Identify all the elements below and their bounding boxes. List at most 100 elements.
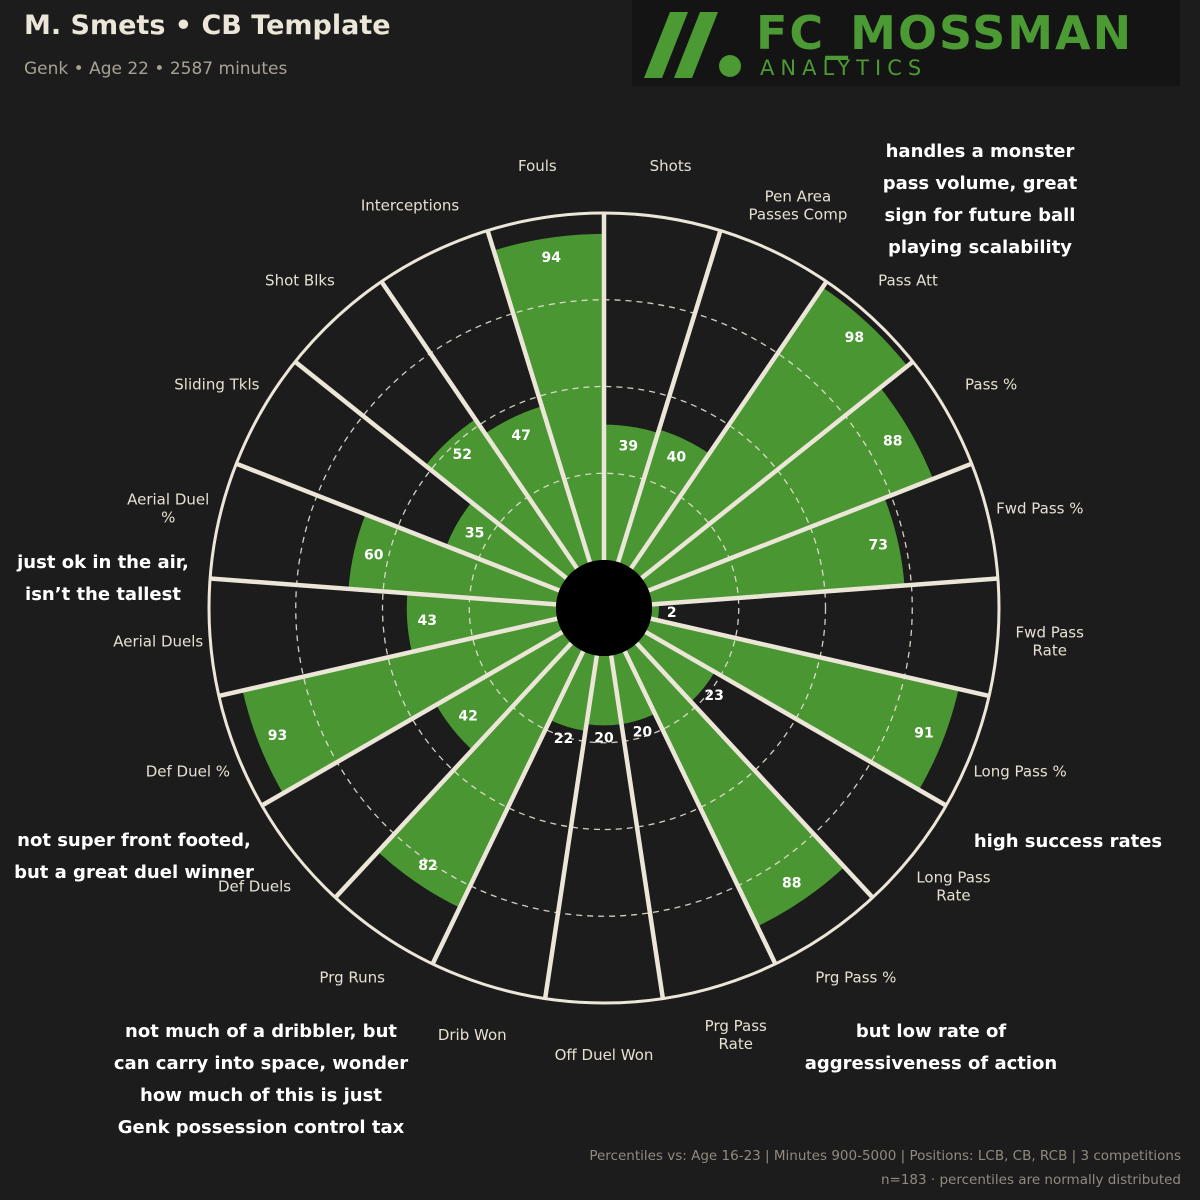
logo-subtitle: ANALYTICS <box>760 56 928 80</box>
bar-fouls <box>493 233 604 563</box>
spoke <box>647 461 973 593</box>
category-label: Fwd Pass Rate <box>1016 623 1085 659</box>
category-label: Aerial Duel% <box>127 491 209 527</box>
annotation-line: sign for future ball <box>884 205 1076 226</box>
category-label-line: Sliding Tkls <box>174 376 259 394</box>
category-label: Def Duels <box>218 878 291 896</box>
category-label-line: Aerial Duels <box>113 632 203 650</box>
annotation-line: not much of a dribbler, but <box>125 1021 397 1042</box>
category-label: Pen Area Passes Comp <box>749 187 848 223</box>
bar-interceptions <box>485 406 590 569</box>
category-label-line: Aerial Duel <box>127 491 209 509</box>
annotation-pass-volume: handles a monster pass volume, great sign … <box>860 136 1100 264</box>
category-label-line: Rate <box>1033 641 1067 659</box>
annotation-success-rates: high success rates <box>958 826 1178 858</box>
annotation-line: pass volume, great <box>882 173 1078 194</box>
value-label: 93 <box>268 728 287 744</box>
category-label: Pass % <box>965 376 1017 394</box>
annotation-aerial: just ok in the air, isn’t the tallest <box>0 547 206 611</box>
bar-drib-won <box>550 651 597 731</box>
category-label: Long Pass Rate <box>916 869 990 905</box>
bar-sliding-tkls <box>446 502 567 591</box>
bar-shot-blks <box>425 419 577 579</box>
value-label: 20 <box>594 730 614 746</box>
value-label: 73 <box>869 537 888 553</box>
spoke <box>218 616 558 699</box>
spoke <box>235 461 561 593</box>
category-label: Shot Blks <box>265 271 335 289</box>
spoke <box>650 616 990 699</box>
spoke <box>260 630 564 808</box>
value-label: 94 <box>541 250 561 266</box>
spoke <box>629 280 829 570</box>
category-label-line: Shots <box>650 157 692 175</box>
grid-ring-25 <box>468 472 740 744</box>
bar-pass- <box>641 387 933 591</box>
category-label-line: Pass % <box>965 376 1017 394</box>
annotation-line: aggressiveness of action <box>804 1053 1058 1074</box>
category-label: Prg Pass Rate <box>705 1017 767 1053</box>
spoke <box>640 359 915 580</box>
value-label: 47 <box>511 428 530 444</box>
category-label-line: Passes Comp <box>749 205 848 223</box>
value-label: 82 <box>418 858 437 874</box>
value-label: 39 <box>619 438 638 454</box>
bar-fwd-pass-rate <box>650 603 659 621</box>
bar-pass-att <box>631 287 908 579</box>
value-label: 2 <box>667 605 677 621</box>
brand-logo: FC_MOSSMAN ANALYTICS <box>632 0 1180 86</box>
value-label: 43 <box>418 613 437 629</box>
spoke <box>608 655 666 999</box>
category-label-line: Rate <box>936 887 970 905</box>
annotation-line: high success rates <box>973 831 1163 852</box>
bar-aerial-duels <box>406 593 558 652</box>
category-label-line: Pen Area <box>765 187 832 205</box>
spoke <box>293 359 568 580</box>
annotation-line: just ok in the air, <box>17 552 189 573</box>
annotation-line: playing scalability <box>887 237 1073 258</box>
bar-pen-area-passes-comp <box>618 429 710 569</box>
annotation-duels: not super front footed, but a great duel … <box>0 825 268 889</box>
chart-bars <box>242 233 959 927</box>
category-label: Sliding Tkls <box>174 376 259 394</box>
bar-def-duels <box>436 632 572 751</box>
bar-prg-runs <box>377 643 584 908</box>
spoke <box>644 630 948 808</box>
annotation-line: isn’t the tallest <box>25 584 181 605</box>
bar-shots <box>604 424 659 563</box>
spoke <box>485 229 593 563</box>
category-label: Drib Won <box>438 1026 507 1044</box>
category-label: Long Pass % <box>973 762 1066 780</box>
footer-percentile-info: Percentiles vs: Age 16-23 | Minutes 900-… <box>589 1148 1181 1164</box>
grid-ring-50 <box>381 385 827 831</box>
logo-wordmark: FC_MOSSMAN <box>756 6 1134 60</box>
value-label: 42 <box>458 708 477 724</box>
category-label-line: Pass Att <box>878 271 938 289</box>
annotation-line: can carry into space, wonder <box>113 1053 409 1074</box>
category-label-line: Off Duel Won <box>555 1046 654 1064</box>
category-label-line: Rate <box>719 1035 753 1053</box>
value-label: 22 <box>554 731 573 747</box>
category-label: Off Duel Won <box>555 1046 654 1064</box>
category-label-line: Drib Won <box>438 1026 507 1044</box>
spoke <box>622 650 778 965</box>
value-label: 52 <box>452 447 471 463</box>
value-label: 91 <box>914 726 933 742</box>
category-label-line: Prg Runs <box>319 968 385 986</box>
category-label-line: Prg Pass <box>705 1017 767 1035</box>
spoke <box>430 650 586 965</box>
bar-prg-pass- <box>624 643 845 927</box>
bar-long-pass-rate <box>636 632 715 702</box>
chart-center <box>556 560 652 656</box>
annotation-aggressiveness: but low rate of aggressiveness of action <box>790 1016 1072 1080</box>
page-title: M. Smets • CB Template <box>24 10 391 41</box>
spoke <box>651 576 999 607</box>
category-label-line: Def Duels <box>218 878 291 896</box>
category-label: Pass Att <box>878 271 938 289</box>
bar-prg-pass-rate <box>611 651 655 725</box>
category-label: Fouls <box>518 157 557 175</box>
category-label-line: Def Duel % <box>146 762 230 780</box>
value-label: 88 <box>883 433 902 449</box>
value-label: 23 <box>704 688 723 704</box>
